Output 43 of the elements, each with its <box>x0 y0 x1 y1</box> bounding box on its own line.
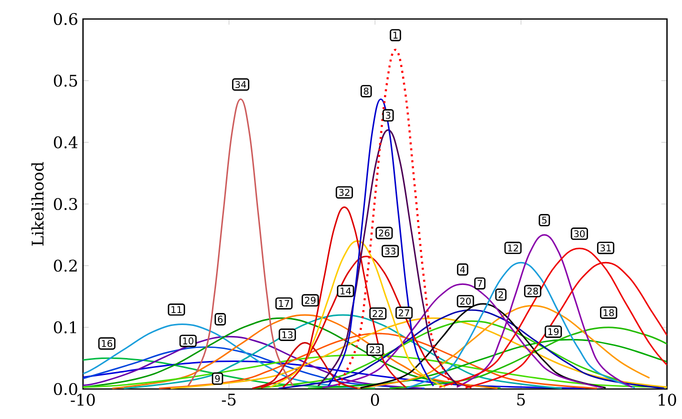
annotation: 8 <box>364 88 368 95</box>
annotation: 32 <box>339 188 350 196</box>
annotation: 26 <box>378 229 390 237</box>
y-tick-label: 0.6 <box>54 12 78 26</box>
annotation: 29 <box>305 296 316 304</box>
annotation: 31 <box>600 244 611 252</box>
annotation: 11 <box>172 306 182 313</box>
y-tick-label: 0.4 <box>54 136 78 148</box>
x-tick-label: -5 <box>222 394 236 406</box>
annotation: 10 <box>183 337 194 344</box>
x-tick-label: 5 <box>517 394 525 406</box>
y-tick-label: 0.3 <box>54 198 78 210</box>
annotation: 12 <box>508 244 518 252</box>
annotation: 30 <box>574 230 585 238</box>
annotation: 17 <box>279 300 290 307</box>
annotation: 33 <box>385 248 396 255</box>
x-tick-label: -10 <box>70 394 95 406</box>
annotation: 19 <box>548 328 559 336</box>
annotation: 3 <box>386 112 390 119</box>
annotation: 6 <box>218 316 223 323</box>
annotation: 22 <box>372 310 383 317</box>
annotation: 20 <box>460 298 471 305</box>
annotation: 2 <box>498 291 503 298</box>
annotation: 34 <box>235 80 246 88</box>
y-tick-label: 0.0 <box>54 382 78 396</box>
annotation: 27 <box>398 309 410 316</box>
annotation: 23 <box>370 346 380 354</box>
annotation: 16 <box>102 340 112 348</box>
annotation: 4 <box>460 266 466 273</box>
annotation: 28 <box>527 288 538 295</box>
annotation: 18 <box>604 309 614 316</box>
annotation: 5 <box>542 216 547 224</box>
y-tick-label: 0.2 <box>54 260 77 272</box>
y-axis-title: Likelihood <box>31 162 44 246</box>
y-tick-label: 0.5 <box>54 74 78 87</box>
x-tick-label: 0 <box>370 394 380 406</box>
annotation: 7 <box>478 280 482 287</box>
annotation: 1 <box>394 32 398 39</box>
x-tick-label: 10 <box>658 394 676 406</box>
y-tick-label: 0.1 <box>54 321 76 334</box>
annotation: 9 <box>215 375 220 382</box>
annotation: 13 <box>282 331 293 338</box>
annotation: 14 <box>340 288 351 294</box>
